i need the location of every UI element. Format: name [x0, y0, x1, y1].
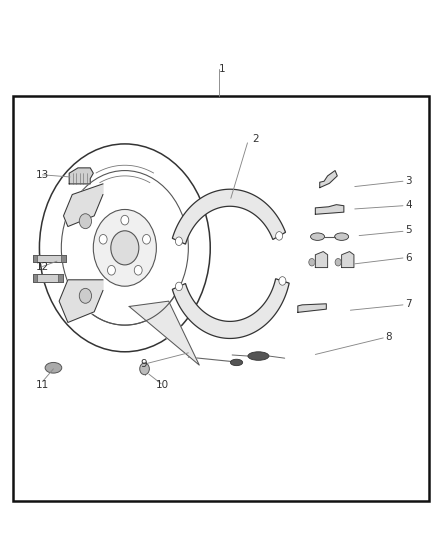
Text: 13: 13: [36, 170, 49, 180]
Polygon shape: [172, 279, 289, 338]
Circle shape: [140, 363, 149, 375]
Text: 9: 9: [140, 359, 147, 368]
Circle shape: [121, 215, 129, 225]
Circle shape: [309, 259, 315, 266]
Text: 1: 1: [219, 64, 226, 74]
Ellipse shape: [45, 362, 62, 373]
Polygon shape: [64, 184, 103, 227]
Polygon shape: [315, 205, 344, 214]
Circle shape: [335, 259, 341, 266]
Bar: [33, 274, 37, 282]
Ellipse shape: [311, 233, 325, 240]
Polygon shape: [69, 168, 93, 184]
Circle shape: [175, 237, 182, 246]
Circle shape: [79, 214, 92, 229]
Text: 11: 11: [36, 380, 49, 390]
Text: 7: 7: [405, 299, 412, 309]
Circle shape: [142, 235, 150, 244]
Polygon shape: [315, 252, 328, 268]
Text: 12: 12: [36, 262, 49, 271]
Circle shape: [134, 265, 142, 275]
Text: 6: 6: [405, 253, 412, 263]
Circle shape: [111, 231, 139, 265]
Circle shape: [93, 209, 156, 286]
Bar: [33, 255, 66, 262]
Polygon shape: [59, 280, 103, 322]
Ellipse shape: [248, 352, 269, 360]
Polygon shape: [129, 301, 199, 365]
Text: 2: 2: [252, 134, 258, 143]
Text: 5: 5: [405, 225, 412, 235]
Circle shape: [61, 171, 188, 325]
Polygon shape: [298, 304, 326, 312]
Bar: [33, 274, 63, 282]
Ellipse shape: [335, 233, 349, 240]
Text: 3: 3: [405, 176, 412, 186]
Circle shape: [107, 265, 115, 275]
Circle shape: [279, 277, 286, 285]
Bar: [58, 274, 63, 282]
Text: 8: 8: [385, 332, 392, 342]
Ellipse shape: [230, 359, 243, 366]
Polygon shape: [342, 252, 354, 268]
Circle shape: [39, 144, 210, 352]
Text: 10: 10: [155, 380, 169, 390]
Bar: [13, 96, 429, 501]
Circle shape: [175, 282, 182, 290]
Circle shape: [99, 235, 107, 244]
Circle shape: [276, 232, 283, 240]
Polygon shape: [320, 171, 337, 188]
Polygon shape: [172, 189, 286, 244]
Text: 4: 4: [405, 200, 412, 209]
Bar: [61, 255, 66, 262]
Circle shape: [79, 288, 92, 303]
Bar: [33, 255, 37, 262]
